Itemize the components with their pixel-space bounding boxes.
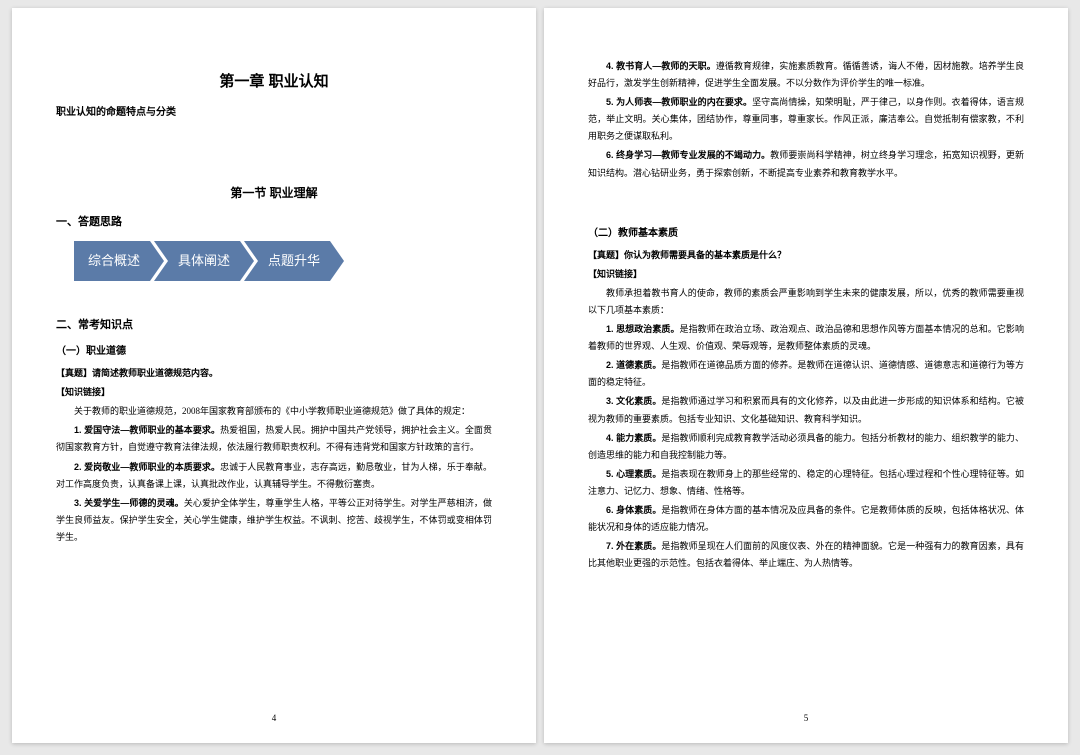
heading-changkao: 二、常考知识点 bbox=[56, 315, 492, 336]
item-5: 5. 为人师表—教师职业的内在要求。坚守高尚情操，知荣明耻，严于律己，以身作则。… bbox=[588, 94, 1024, 145]
intro2-para: 教师承担着教书育人的使命，教师的素质会严重影响到学生未来的健康发展，所以，优秀的… bbox=[588, 285, 1024, 319]
q-6: 6. 身体素质。是指教师在身体方面的基本情况及应具备的条件。它是教师体质的反映，… bbox=[588, 502, 1024, 536]
cmd-subtitle: 职业认知的命题特点与分类 bbox=[56, 103, 492, 122]
item-4-title: 4. 教书育人—教师的天职。 bbox=[606, 61, 716, 71]
q-4: 4. 能力素质。是指教师顺利完成教育教学活动必须具备的能力。包括分析教材的能力、… bbox=[588, 430, 1024, 464]
q-5: 5. 心理素质。是指表现在教师身上的那些经常的、稳定的心理特征。包括心理过程和个… bbox=[588, 466, 1024, 500]
page-right: 4. 教书育人—教师的天职。遵循教育规律，实施素质教育。循循善诱，诲人不倦，因材… bbox=[544, 8, 1068, 743]
chevron-2: 具体阐述 bbox=[154, 241, 240, 281]
heading-silu: 一、答题思路 bbox=[56, 212, 492, 233]
item-4: 4. 教书育人—教师的天职。遵循教育规律，实施素质教育。循循善诱，诲人不倦，因材… bbox=[588, 58, 1024, 92]
item-3: 3. 关爱学生—师德的灵魂。关心爱护全体学生，尊重学生人格，平等公正对待学生。对… bbox=[56, 495, 492, 546]
section-title: 第一节 职业理解 bbox=[56, 182, 492, 205]
q-7-title: 7. 外在素质。 bbox=[606, 541, 661, 551]
zhenti2-label: 【真题】你认为教师需要具备的基本素质是什么？ bbox=[588, 247, 1024, 264]
top-spacer bbox=[588, 36, 1024, 56]
chevron-flow: 综合概述 具体阐述 点题升华 bbox=[74, 241, 492, 281]
chapter-title: 第一章 职业认知 bbox=[56, 68, 492, 97]
item-1: 1. 爱国守法—教师职业的基本要求。热爱祖国，热爱人民。拥护中国共产党领导，拥护… bbox=[56, 422, 492, 456]
item-3-title: 3. 关爱学生—师德的灵魂。 bbox=[74, 498, 184, 508]
chevron-1: 综合概述 bbox=[74, 241, 150, 281]
q-2: 2. 道德素质。是指教师在道德品质方面的修养。是教师在道德认识、道德情感、道德意… bbox=[588, 357, 1024, 391]
zhishi2-label: 【知识链接】 bbox=[588, 266, 1024, 283]
page-number-left: 4 bbox=[12, 710, 536, 727]
q-3: 3. 文化素质。是指教师通过学习和积累而具有的文化修养，以及由此进一步形成的知识… bbox=[588, 393, 1024, 427]
heading-jibensuzhi: （二）教师基本素质 bbox=[588, 224, 1024, 243]
item-5-title: 5. 为人师表—教师职业的内在要求。 bbox=[606, 97, 752, 107]
heading-zhiyedaode: （一）职业道德 bbox=[56, 342, 492, 361]
zhenti-label: 【真题】请简述教师职业道德规范内容。 bbox=[56, 365, 492, 382]
chevron-3: 点题升华 bbox=[244, 241, 330, 281]
q-2-title: 2. 道德素质。 bbox=[606, 360, 661, 370]
item-2-title: 2. 爱岗敬业—教师职业的本质要求。 bbox=[74, 462, 220, 472]
q-4-title: 4. 能力素质。 bbox=[606, 433, 661, 443]
q-1: 1. 思想政治素质。是指教师在政治立场、政治观点、政治品德和思想作风等方面基本情… bbox=[588, 321, 1024, 355]
intro-para: 关于教师的职业道德规范，2008年国家教育部颁布的《中小学教师职业道德规范》做了… bbox=[56, 403, 492, 420]
item-6: 6. 终身学习—教师专业发展的不竭动力。教师要崇尚科学精神，树立终身学习理念，拓… bbox=[588, 147, 1024, 181]
item-6-title: 6. 终身学习—教师专业发展的不竭动力。 bbox=[606, 150, 770, 160]
page-number-right: 5 bbox=[544, 710, 1068, 727]
zhishi-label: 【知识链接】 bbox=[56, 384, 492, 401]
q-7: 7. 外在素质。是指教师呈现在人们面前的风度仪表、外在的精神面貌。它是一种强有力… bbox=[588, 538, 1024, 572]
gap bbox=[588, 184, 1024, 218]
q-5-title: 5. 心理素质。 bbox=[606, 469, 661, 479]
page-left: 第一章 职业认知 职业认知的命题特点与分类 第一节 职业理解 一、答题思路 综合… bbox=[12, 8, 536, 743]
q-3-title: 3. 文化素质。 bbox=[606, 396, 661, 406]
q-6-title: 6. 身体素质。 bbox=[606, 505, 661, 515]
q-1-title: 1. 思想政治素质。 bbox=[606, 324, 680, 334]
item-2: 2. 爱岗敬业—教师职业的本质要求。忠诚于人民教育事业，志存高远，勤恳敬业，甘为… bbox=[56, 459, 492, 493]
item-1-title: 1. 爱国守法—教师职业的基本要求。 bbox=[74, 425, 220, 435]
